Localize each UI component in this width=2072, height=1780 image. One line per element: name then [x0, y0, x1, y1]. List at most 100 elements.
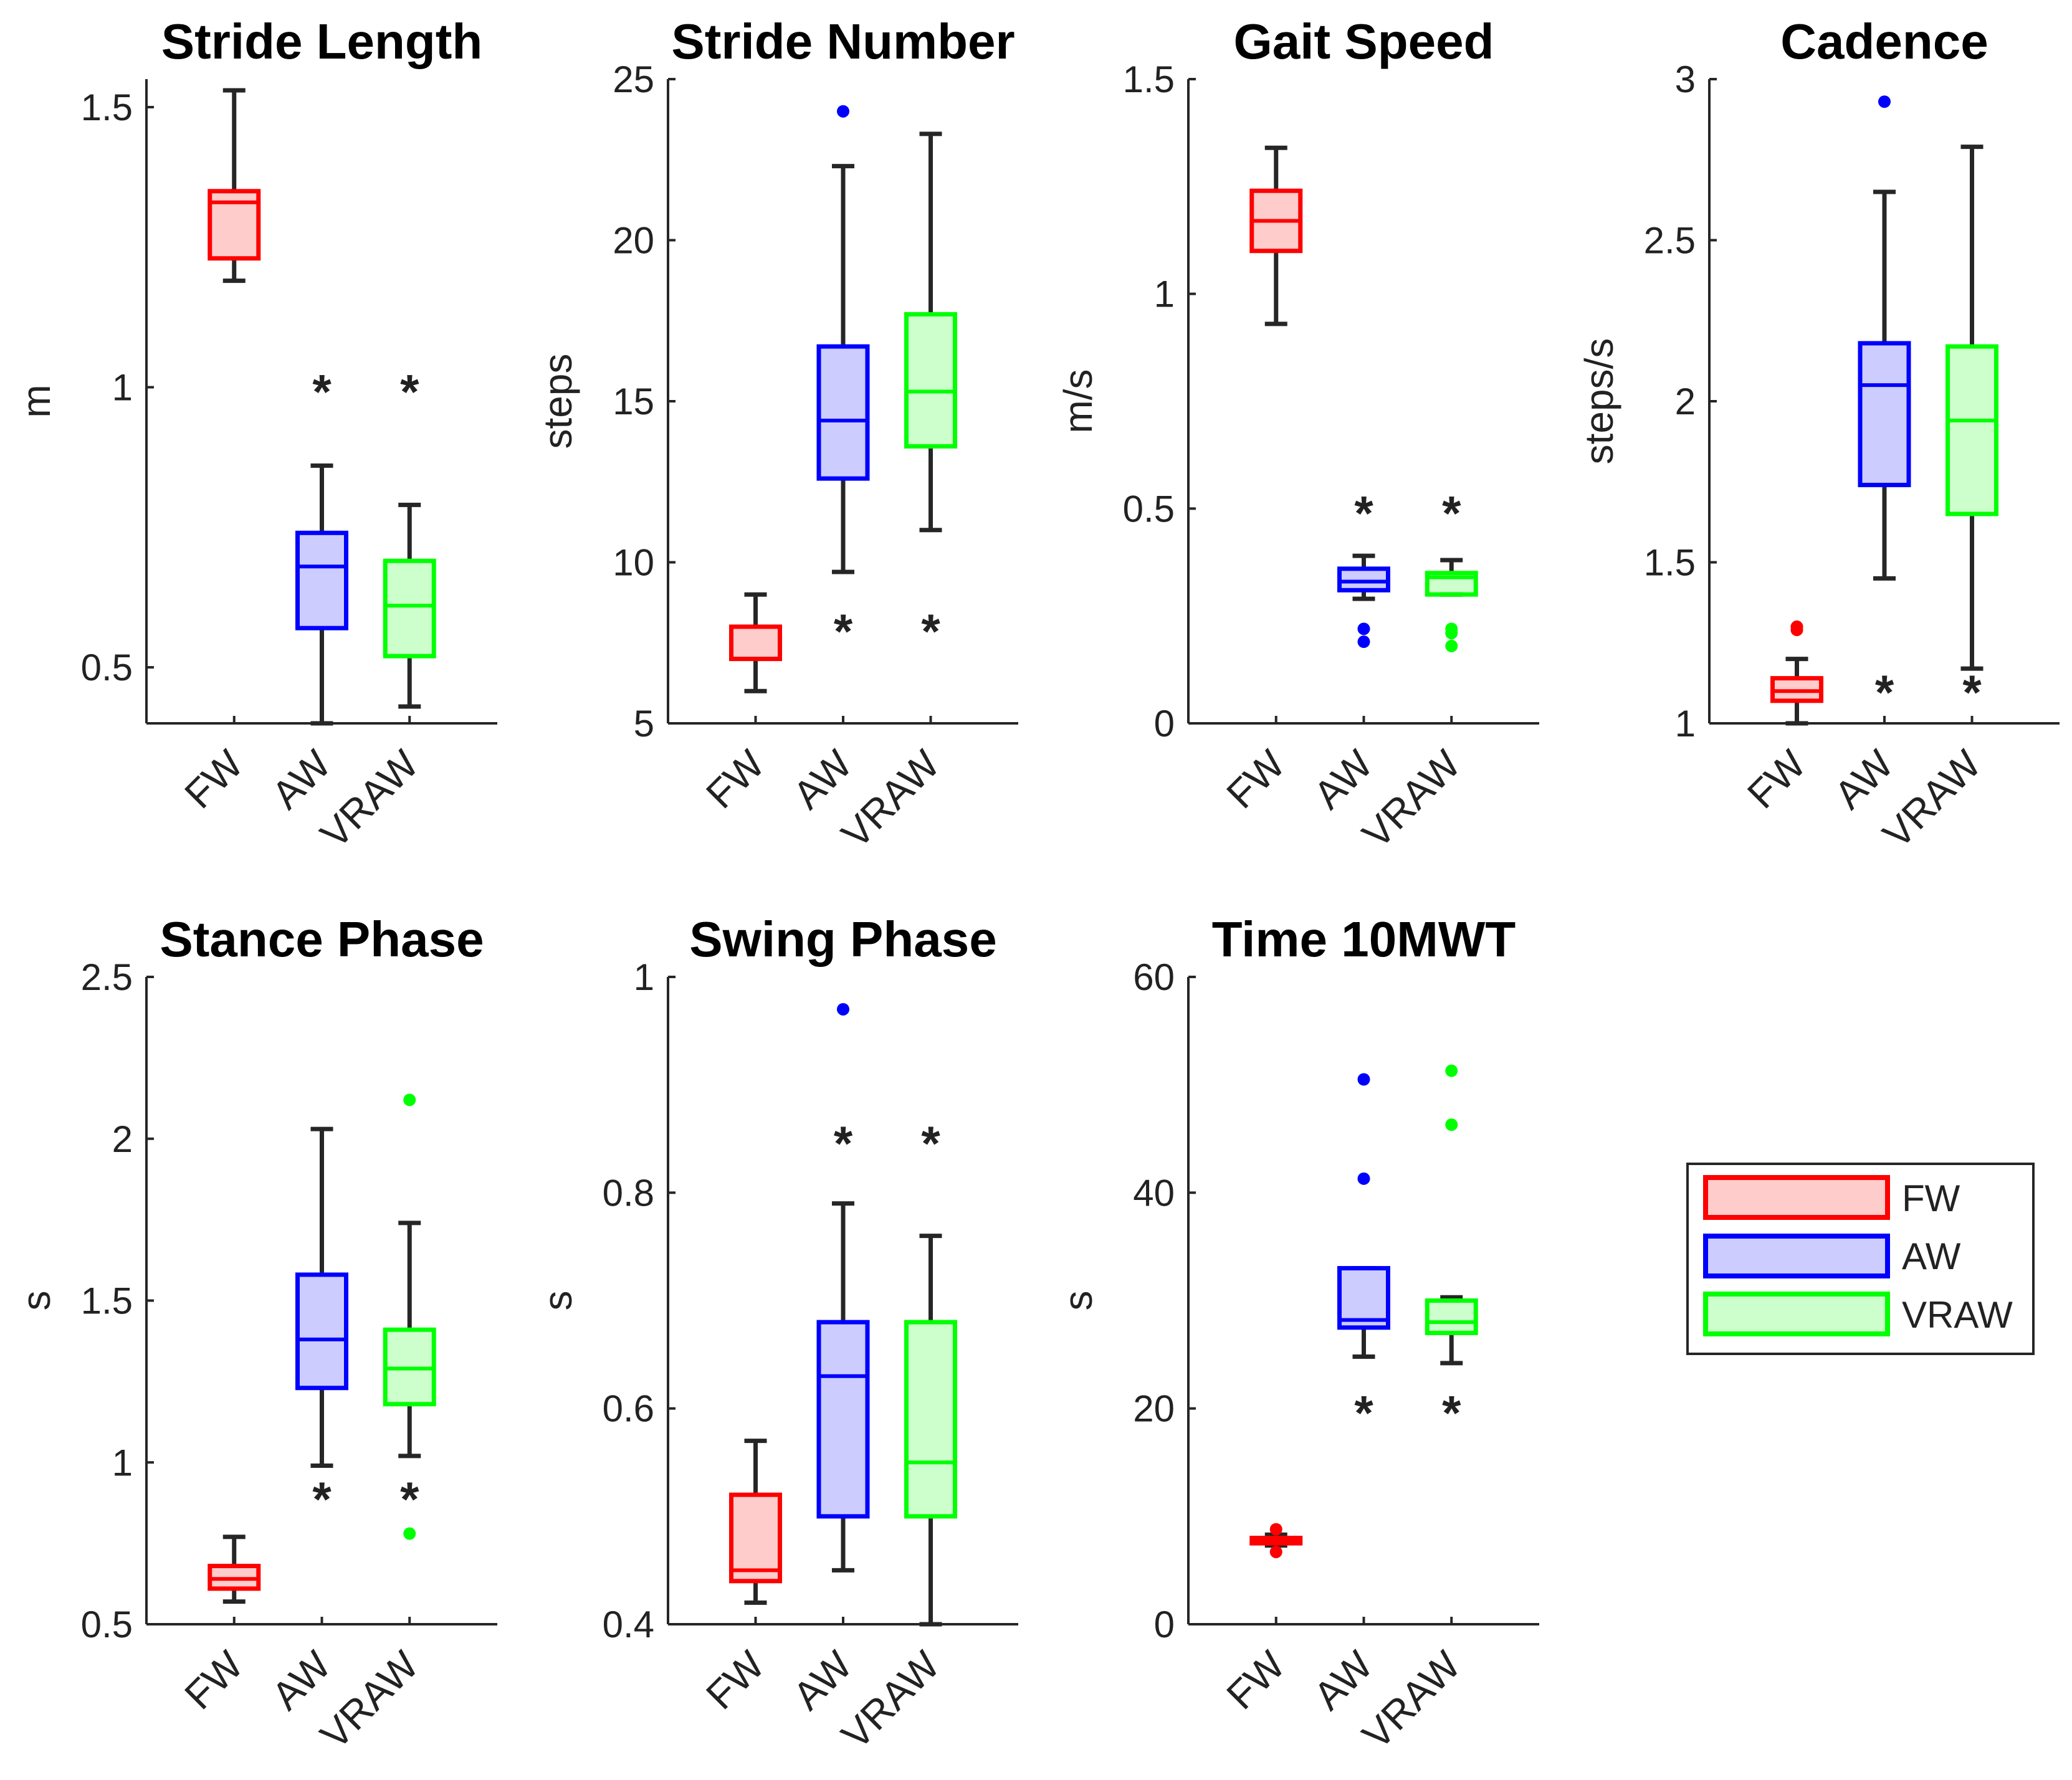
- legend-frame: [1686, 1163, 2035, 1355]
- box-aw: [1337, 1073, 1390, 1359]
- box-body: [1858, 341, 1911, 487]
- legend-item-aw: AW: [1703, 1234, 1961, 1278]
- legend-swatch-fw: [1703, 1175, 1890, 1220]
- y-tick-label: 1.5: [1123, 59, 1175, 100]
- y-tick-label: 1: [1675, 703, 1696, 745]
- box-vraw: [904, 131, 957, 533]
- box-body: [729, 624, 782, 662]
- box-vraw: [383, 502, 436, 709]
- y-tick-label: 10: [613, 542, 654, 584]
- x-tick-label-vraw: VRAW: [833, 741, 948, 857]
- box-aw: [1858, 95, 1911, 581]
- y-tick-label: 1: [112, 1442, 133, 1483]
- x-tick-label-aw: AW: [1826, 741, 1903, 818]
- box-aw: [816, 105, 870, 574]
- box-body: [383, 558, 436, 659]
- y-tick-label: 1: [112, 367, 133, 409]
- legend-swatch-aw: [1703, 1234, 1890, 1278]
- significance-marker: *: [834, 1116, 853, 1171]
- box-body: [1425, 1298, 1478, 1335]
- outlier-point: [1878, 95, 1891, 108]
- y-tick-label: 3: [1675, 59, 1696, 100]
- box-vraw: [1425, 1064, 1478, 1366]
- outlier-point: [837, 1002, 849, 1016]
- y-axis-label: m: [14, 384, 59, 417]
- y-axis-label: steps: [535, 354, 580, 449]
- box-aw: [295, 1126, 348, 1468]
- y-tick-label: 1.5: [1644, 542, 1696, 584]
- box-aw: [816, 1002, 870, 1573]
- legend-item-fw: FW: [1703, 1175, 1960, 1220]
- box-body: [904, 312, 957, 449]
- box-fw: [729, 592, 782, 693]
- significance-marker: *: [312, 364, 332, 419]
- box-body: [1337, 1266, 1390, 1330]
- significance-marker: *: [834, 604, 853, 659]
- box-body: [904, 1320, 957, 1519]
- x-tick-label-fw: FW: [1218, 1642, 1294, 1718]
- outlier-point: [837, 105, 849, 118]
- y-tick-label: 1.5: [81, 1280, 133, 1322]
- x-tick-label-aw: AW: [785, 1642, 861, 1719]
- box-vraw: [904, 1234, 957, 1627]
- x-tick-label-fw: FW: [1218, 741, 1294, 817]
- legend-label-vraw: VRAW: [1902, 1294, 2013, 1336]
- outlier-point: [1790, 620, 1803, 633]
- box-aw: [1337, 553, 1390, 649]
- box-body: [729, 1492, 782, 1584]
- chart-title: Stride Number: [671, 14, 1015, 69]
- box-body: [816, 344, 870, 481]
- x-tick-label-fw: FW: [697, 741, 773, 817]
- box-body: [1945, 344, 1998, 516]
- outlier-point: [1445, 1064, 1458, 1077]
- x-tick-label-vraw: VRAW: [833, 1642, 948, 1758]
- significance-marker: *: [921, 604, 940, 659]
- legend-label-aw: AW: [1902, 1235, 1961, 1277]
- y-tick-label: 2.5: [81, 956, 133, 998]
- y-tick-label: 60: [1133, 956, 1175, 998]
- box-vraw: [1425, 558, 1478, 652]
- outlier-point: [1269, 1545, 1282, 1558]
- x-tick-label-aw: AW: [263, 1642, 340, 1719]
- y-tick-label: 5: [634, 703, 654, 745]
- y-tick-label: 25: [613, 59, 654, 100]
- y-axis-label: m/s: [1056, 369, 1100, 433]
- legend: FW AW VRAW: [1686, 1163, 2035, 1355]
- significance-marker: *: [1442, 485, 1461, 540]
- chart-title: Gait Speed: [1234, 14, 1494, 69]
- x-tick-label-fw: FW: [1739, 741, 1815, 817]
- x-tick-label-aw: AW: [263, 741, 340, 818]
- x-tick-label-vraw: VRAW: [1353, 741, 1469, 857]
- y-tick-label: 15: [613, 381, 654, 422]
- chart-title: Cadence: [1780, 14, 1988, 69]
- legend-label-fw: FW: [1902, 1178, 1960, 1219]
- x-tick-label-vraw: VRAW: [1874, 741, 1989, 857]
- y-axis-label: s: [1056, 1291, 1100, 1311]
- outlier-point: [1357, 1073, 1370, 1086]
- chart-title: Time 10MWT: [1212, 911, 1516, 967]
- y-tick-label: 0.5: [81, 1604, 133, 1645]
- outlier-point: [1357, 635, 1370, 649]
- significance-marker: *: [400, 1472, 419, 1526]
- significance-marker: *: [1875, 665, 1894, 720]
- box-fw: [1770, 620, 1823, 726]
- significance-marker: *: [312, 1472, 332, 1526]
- box-fw: [1249, 1523, 1303, 1558]
- chart-title: Stride Length: [161, 14, 483, 69]
- outlier-point: [1357, 1172, 1370, 1185]
- outlier-point: [403, 1527, 416, 1540]
- outlier-point: [1445, 1118, 1458, 1131]
- x-tick-label-aw: AW: [1305, 741, 1382, 818]
- x-tick-label-vraw: VRAW: [312, 1642, 427, 1758]
- y-tick-label: 1: [1154, 274, 1175, 315]
- outlier-point: [1269, 1523, 1282, 1536]
- x-tick-label-fw: FW: [176, 741, 252, 817]
- y-tick-label: 0: [1154, 703, 1175, 745]
- y-axis-label: s: [14, 1291, 59, 1311]
